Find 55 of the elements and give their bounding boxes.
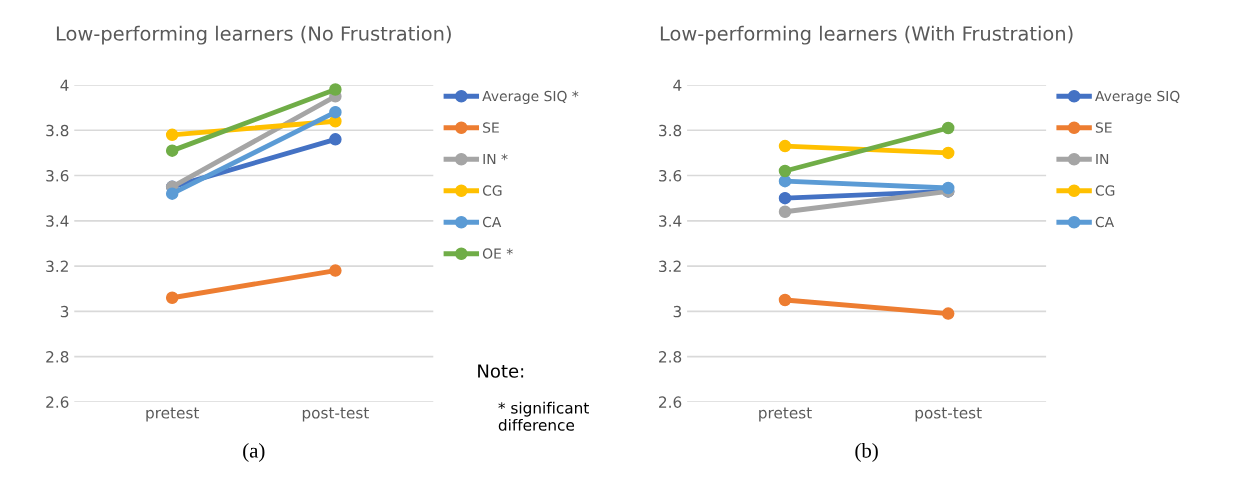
x-tick-label: post-test <box>302 407 369 422</box>
y-tick-label: 3.6 <box>659 170 682 182</box>
point <box>165 291 179 304</box>
point <box>329 83 342 96</box>
y-tick-label: 3.6 <box>46 170 69 182</box>
y-tick-label: 3.2 <box>46 260 68 273</box>
point <box>778 205 792 218</box>
legend-label: CG <box>1095 185 1115 196</box>
legend-label: IN * <box>483 153 508 165</box>
point <box>165 187 179 200</box>
legend-label: CA <box>482 216 502 228</box>
point <box>941 121 955 135</box>
legend-label: Average SIQ * <box>482 90 579 105</box>
legend-label: SE <box>1095 122 1112 133</box>
point <box>941 181 955 195</box>
chart-title: Low-performing learners (No Frustration) <box>56 25 451 45</box>
y-tick-label: 3.8 <box>46 124 69 137</box>
legend-label: IN <box>1096 153 1109 165</box>
text: * significant difference <box>498 401 589 431</box>
y-tick-label: 3 <box>673 305 681 318</box>
point <box>165 144 179 157</box>
y-tick-label: 3.8 <box>659 124 682 137</box>
y-tick-label: 4 <box>60 79 69 91</box>
legend-label: SE <box>483 122 499 133</box>
point <box>329 264 342 277</box>
legend-label: Average SIQ <box>1095 90 1180 105</box>
y-tick-label: 2.8 <box>659 351 682 363</box>
legend-label: CG <box>482 185 502 196</box>
point <box>778 139 792 153</box>
text: (a) <box>243 443 265 462</box>
y-tick-label: 3.2 <box>659 260 681 273</box>
x-tick-label: post-test <box>915 407 982 422</box>
point <box>778 174 792 188</box>
text: (b) <box>855 443 878 462</box>
text: Note: <box>478 364 524 378</box>
point <box>941 146 955 160</box>
y-tick-label: 3.4 <box>46 215 69 227</box>
point <box>941 307 955 320</box>
x-tick-label: pretest <box>146 407 200 422</box>
y-tick-label: 3.4 <box>659 215 682 227</box>
legend-label: CA <box>1095 216 1115 228</box>
y-tick-label: 2.6 <box>659 396 682 408</box>
y-tick-label: 2.6 <box>46 396 69 408</box>
point <box>165 128 179 142</box>
y-tick-label: 4 <box>673 79 682 91</box>
point <box>329 133 342 146</box>
point <box>778 293 792 307</box>
point <box>329 105 342 119</box>
y-tick-label: 2.8 <box>46 351 69 363</box>
x-tick-label: pretest <box>759 407 812 422</box>
point <box>778 191 792 205</box>
chart-title: Low-performing learners (With Frustration) <box>660 25 1073 45</box>
legend-label: OE * <box>482 248 513 259</box>
y-tick-label: 3 <box>60 305 69 318</box>
point <box>778 164 792 178</box>
